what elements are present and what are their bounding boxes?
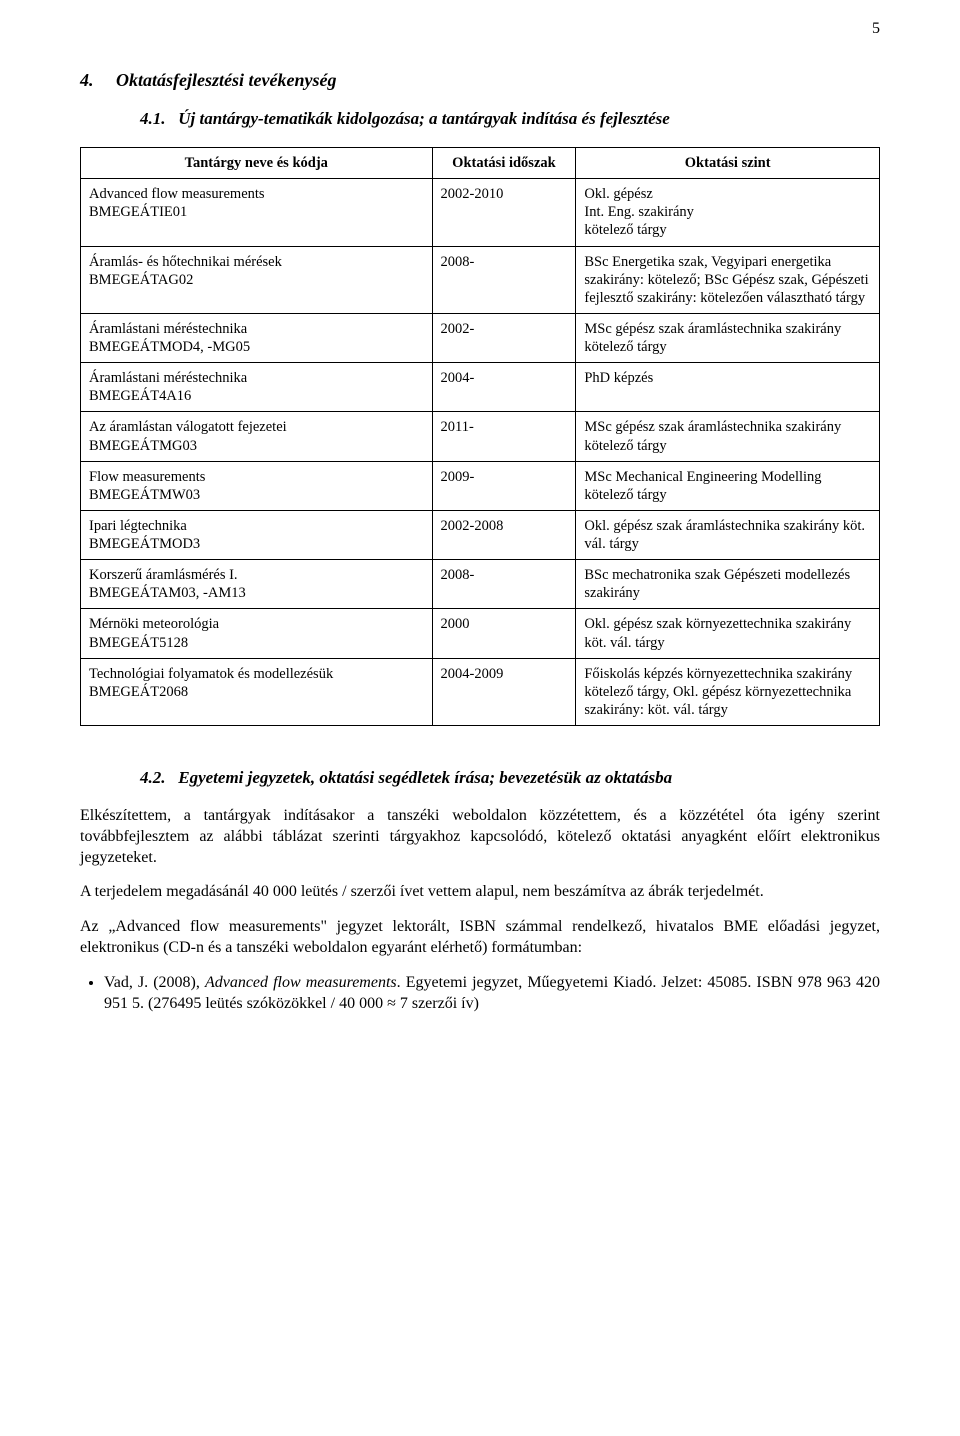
table-row: Mérnöki meteorológiaBMEGEÁT51282000Okl. … — [81, 609, 880, 658]
cell-period: 2008- — [432, 246, 576, 313]
paragraph-1: Elkészítettem, a tantárgyak indításakor … — [80, 806, 880, 868]
cell-period: 2002-2008 — [432, 510, 576, 559]
section-41-number: 4.1. — [140, 109, 166, 128]
cell-period: 2002- — [432, 313, 576, 362]
paragraph-2: A terjedelem megadásánál 40 000 leütés /… — [80, 882, 880, 903]
section-41-heading: 4.1. Új tantárgy-tematikák kidolgozása; … — [140, 109, 880, 129]
table-row: Ipari légtechnikaBMEGEÁTMOD32002-2008Okl… — [81, 510, 880, 559]
table-row: Technológiai folyamatok és modellezésükB… — [81, 658, 880, 725]
cell-level: BSc mechatronika szak Gépészeti modellez… — [576, 560, 880, 609]
page-number: 5 — [872, 20, 880, 38]
header-level: Oktatási szint — [576, 148, 880, 179]
cell-name: Áramlástani méréstechnikaBMEGEÁT4A16 — [81, 363, 433, 412]
cell-name: Korszerű áramlásmérés I.BMEGEÁTAM03, -AM… — [81, 560, 433, 609]
cell-period: 2000 — [432, 609, 576, 658]
cell-level: MSc gépész szak áramlástechnika szakirán… — [576, 313, 880, 362]
cell-name: Advanced flow measurementsBMEGEÁTIE01 — [81, 179, 433, 246]
cell-name: Flow measurementsBMEGEÁTMW03 — [81, 461, 433, 510]
page: 5 4. Oktatásfejlesztési tevékenység 4.1.… — [0, 0, 960, 1080]
table-row: Flow measurementsBMEGEÁTMW032009-MSc Mec… — [81, 461, 880, 510]
cell-name: Ipari légtechnikaBMEGEÁTMOD3 — [81, 510, 433, 559]
cell-period: 2009- — [432, 461, 576, 510]
paragraph-3: Az „Advanced flow measurements" jegyzet … — [80, 917, 880, 959]
cell-period: 2008- — [432, 560, 576, 609]
cell-level: Okl. gépész szak áramlástechnika szakirá… — [576, 510, 880, 559]
reference-list: Vad, J. (2008), Advanced flow measuremen… — [104, 973, 880, 1015]
ref-title: Advanced flow measurements — [205, 974, 397, 991]
cell-name: Technológiai folyamatok és modellezésükB… — [81, 658, 433, 725]
cell-name: Áramlástani méréstechnikaBMEGEÁTMOD4, -M… — [81, 313, 433, 362]
cell-level: Főiskolás képzés környezettechnika szaki… — [576, 658, 880, 725]
table-row: Az áramlástan válogatott fejezeteiBMEGEÁ… — [81, 412, 880, 461]
section-42-number: 4.2. — [140, 768, 166, 787]
cell-period: 2004- — [432, 363, 576, 412]
cell-level: PhD képzés — [576, 363, 880, 412]
cell-level: MSc Mechanical Engineering Modelling köt… — [576, 461, 880, 510]
cell-name: Mérnöki meteorológiaBMEGEÁT5128 — [81, 609, 433, 658]
table-header-row: Tantárgy neve és kódja Oktatási időszak … — [81, 148, 880, 179]
reference-item: Vad, J. (2008), Advanced flow measuremen… — [104, 973, 880, 1015]
header-name: Tantárgy neve és kódja — [81, 148, 433, 179]
section-4-number: 4. — [80, 70, 94, 90]
cell-level: MSc gépész szak áramlástechnika szakirán… — [576, 412, 880, 461]
cell-level: BSc Energetika szak, Vegyipari energetik… — [576, 246, 880, 313]
section-42-title: Egyetemi jegyzetek, oktatási segédletek … — [178, 768, 672, 787]
section-4-heading: 4. Oktatásfejlesztési tevékenység — [80, 70, 880, 91]
table-row: Advanced flow measurementsBMEGEÁTIE01200… — [81, 179, 880, 246]
table-row: Áramlástani méréstechnikaBMEGEÁT4A162004… — [81, 363, 880, 412]
cell-level: Okl. gépész szak környezettechnika szaki… — [576, 609, 880, 658]
curriculum-table: Tantárgy neve és kódja Oktatási időszak … — [80, 147, 880, 726]
table-row: Áramlástani méréstechnikaBMEGEÁTMOD4, -M… — [81, 313, 880, 362]
cell-level: Okl. gépészInt. Eng. szakiránykötelező t… — [576, 179, 880, 246]
cell-name: Az áramlástan válogatott fejezeteiBMEGEÁ… — [81, 412, 433, 461]
cell-period: 2011- — [432, 412, 576, 461]
table-row: Korszerű áramlásmérés I.BMEGEÁTAM03, -AM… — [81, 560, 880, 609]
header-period: Oktatási időszak — [432, 148, 576, 179]
section-41-title: Új tantárgy-tematikák kidolgozása; a tan… — [178, 109, 670, 128]
table-row: Áramlás- és hőtechnikai mérésekBMEGEÁTAG… — [81, 246, 880, 313]
ref-author: Vad, J. (2008), — [104, 974, 205, 991]
section-4-title: Oktatásfejlesztési tevékenység — [116, 70, 336, 90]
section-42-heading: 4.2. Egyetemi jegyzetek, oktatási segédl… — [140, 768, 880, 788]
cell-name: Áramlás- és hőtechnikai mérésekBMEGEÁTAG… — [81, 246, 433, 313]
cell-period: 2002-2010 — [432, 179, 576, 246]
cell-period: 2004-2009 — [432, 658, 576, 725]
